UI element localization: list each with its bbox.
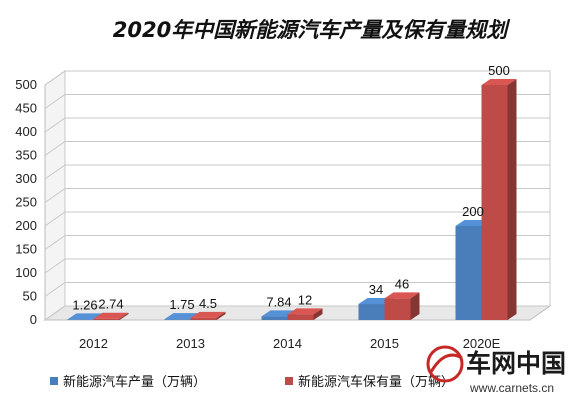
y-tick-label: 400: [15, 124, 37, 139]
bar-front: [287, 314, 314, 320]
y-tick-label: 450: [15, 101, 37, 116]
gridline: [44, 211, 550, 227]
data-label: 12: [298, 292, 312, 307]
bar-side: [410, 292, 420, 320]
gridline: [44, 94, 550, 109]
bar-front: [93, 318, 120, 320]
watermark-url: www.carnets.cn: [469, 381, 554, 395]
bar-top: [384, 292, 420, 299]
data-label: 4.5: [199, 296, 217, 311]
bar-side: [216, 311, 226, 320]
bar-top: [67, 313, 103, 320]
y-tick-label: 500: [15, 77, 37, 92]
gridline: [44, 188, 550, 203]
bar-top: [190, 311, 226, 318]
legend: 新能源汽车产量（万辆） 新能源汽车保有量（万辆）: [50, 374, 454, 390]
gridlines: [44, 70, 550, 321]
y-tick-label: 250: [15, 195, 37, 210]
watermark-logo: 车网中国 www.carnets.cn: [426, 345, 566, 395]
data-label: 1.75: [169, 297, 194, 312]
y-tick-label: 100: [15, 265, 37, 280]
legend-label: 新能源汽车保有量（万辆）: [298, 374, 454, 390]
bar-top: [93, 312, 129, 319]
bar-front: [358, 304, 385, 320]
bar-1-2020E: [481, 79, 517, 320]
bar-1-2014: [287, 308, 323, 320]
legend-swatch: [50, 377, 58, 385]
y-tick-label: 0: [30, 312, 37, 327]
data-label: 46: [395, 276, 409, 291]
legend-label: 新能源汽车产量（万辆）: [63, 374, 206, 390]
data-label: 500: [488, 63, 510, 78]
data-label: 7.84: [266, 294, 291, 309]
x-tick-label: 2020E: [463, 336, 501, 351]
bar-top: [287, 308, 323, 315]
y-tick-label: 200: [15, 218, 37, 233]
gridline: [44, 164, 550, 180]
data-label: 200: [462, 204, 484, 219]
gridline: [44, 282, 550, 297]
bar-top: [164, 313, 200, 320]
bar-front: [190, 317, 217, 320]
legend-swatch: [285, 377, 293, 385]
x-tick-label: 2015: [370, 336, 399, 351]
y-tick-label: 50: [23, 289, 37, 304]
gridline: [44, 258, 550, 274]
x-tick-label: 2012: [79, 336, 108, 351]
watermark-text: 车网中国: [466, 349, 566, 378]
bar-side: [507, 79, 517, 320]
bar-front: [67, 319, 94, 320]
watermark-logo-icon: [426, 345, 464, 383]
gridline: [44, 70, 550, 86]
bar-side: [119, 312, 129, 320]
bar-front: [455, 226, 482, 320]
bar-1-2012: [93, 312, 129, 320]
x-axis-ticks: 2012 2013 2014 2015 2020E: [79, 336, 501, 351]
data-label: 1.26: [72, 297, 97, 312]
bar-front: [481, 85, 508, 320]
data-label: 34: [369, 282, 383, 297]
y-tick-label: 300: [15, 171, 37, 186]
bar-side: [313, 308, 323, 320]
bar-top: [481, 79, 517, 85]
data-labels: 1.26 2.74 1.75 4.5 7.84 12 34 46 200 500: [72, 63, 510, 312]
gridline: [44, 117, 550, 133]
y-axis-ticks: 0 50 100 150 200 250 300 350 400 450 500: [15, 77, 37, 327]
bar-front: [384, 298, 411, 320]
data-label: 2.74: [98, 297, 123, 312]
gridline: [44, 235, 550, 250]
bar-front: [261, 316, 288, 320]
gridline: [44, 141, 550, 156]
bar-1-2015: [384, 292, 420, 320]
bar-1-2013: [190, 311, 226, 320]
bar-front: [164, 319, 191, 320]
chart-title: 2020年中国新能源汽车产量及保有量规划: [113, 18, 511, 42]
y-tick-label: 350: [15, 148, 37, 163]
y-tick-label: 150: [15, 242, 37, 257]
x-tick-label: 2013: [176, 336, 205, 351]
bars: [67, 79, 517, 320]
x-tick-label: 2014: [273, 336, 302, 351]
